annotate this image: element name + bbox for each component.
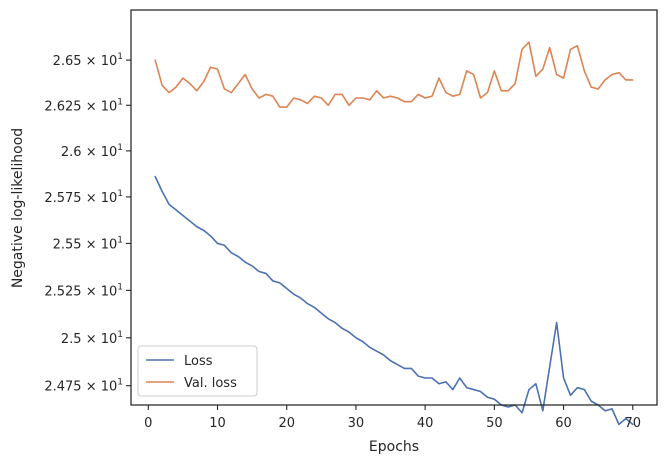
legend: Loss Val. loss bbox=[137, 345, 258, 397]
x-tick-label: 0 bbox=[144, 416, 152, 431]
legend-label-0: Loss bbox=[184, 354, 213, 369]
x-tick-label: 30 bbox=[348, 416, 365, 431]
y-axis-ticks: 2.475 × 101 2.5 × 101 2.525 × 101 2.55 × 10… bbox=[44, 52, 131, 395]
legend-box bbox=[137, 345, 258, 397]
x-tick-label: 50 bbox=[486, 416, 503, 431]
y-tick-label: 2.525 × 101 bbox=[44, 282, 123, 299]
y-tick-label: 2.575 × 101 bbox=[44, 189, 123, 206]
x-axis-label: Epochs bbox=[369, 439, 419, 455]
x-axis-ticks: 0 10 20 30 40 50 60 70 bbox=[144, 405, 641, 431]
y-tick-label: 2.6 × 101 bbox=[61, 143, 123, 160]
y-axis-label: Negative log-likelihood bbox=[10, 128, 26, 288]
series-line-1 bbox=[154, 41, 634, 108]
legend-label-1: Val. loss bbox=[184, 376, 237, 391]
plot-area bbox=[130, 9, 658, 426]
x-tick-label: 40 bbox=[417, 416, 434, 431]
y-tick-label: 2.65 × 101 bbox=[53, 52, 123, 69]
series-line-0 bbox=[154, 175, 634, 426]
y-tick-label: 2.5 × 101 bbox=[61, 330, 123, 347]
x-tick-label: 20 bbox=[278, 416, 295, 431]
y-tick-label: 2.55 × 101 bbox=[53, 235, 123, 252]
plot-frame bbox=[130, 9, 658, 406]
x-tick-label: 70 bbox=[625, 416, 642, 431]
x-tick-label: 10 bbox=[209, 416, 226, 431]
y-tick-label: 2.475 × 101 bbox=[44, 378, 123, 395]
x-tick-label: 60 bbox=[555, 416, 572, 431]
y-tick-label: 2.625 × 101 bbox=[44, 97, 123, 114]
